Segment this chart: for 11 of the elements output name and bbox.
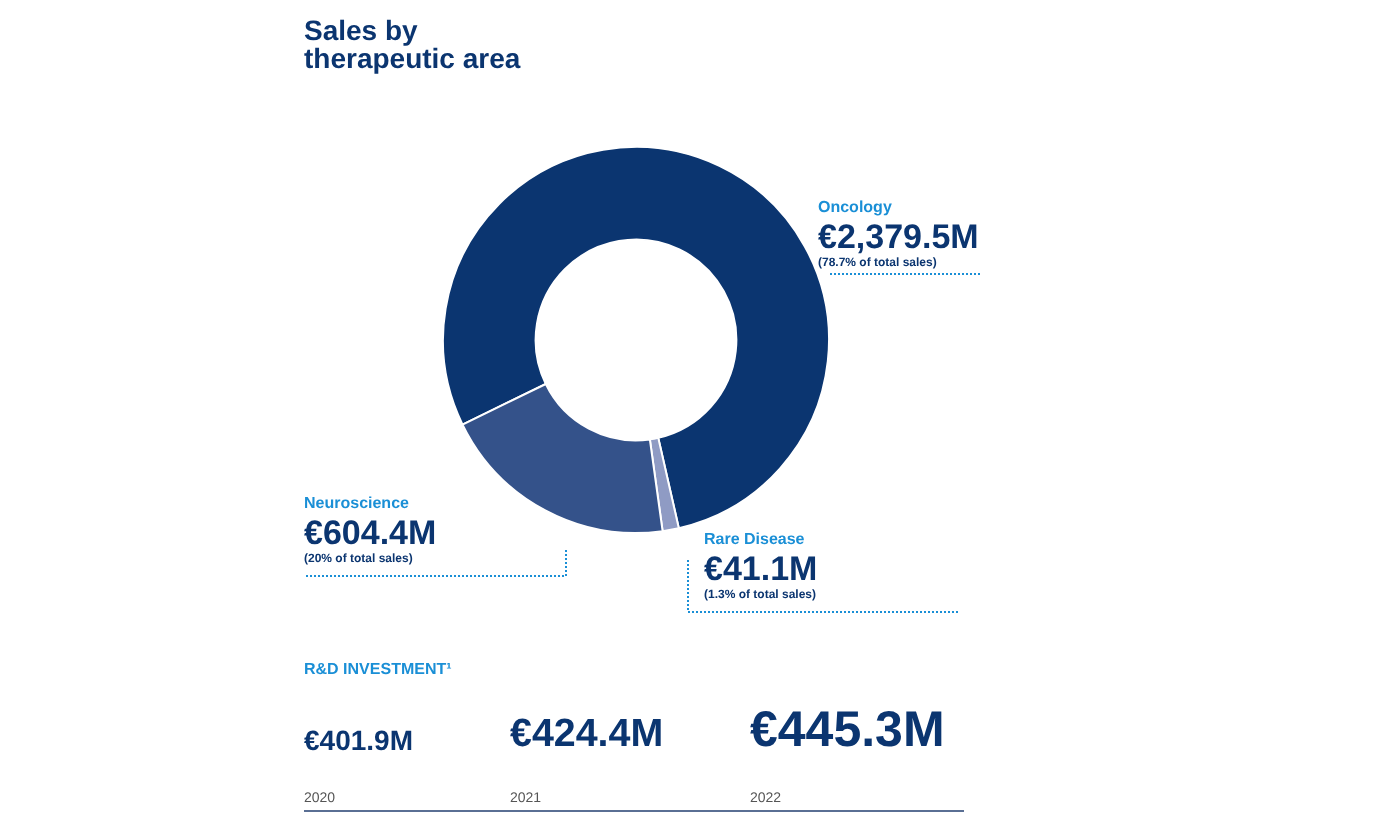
data-label: €401.9M [304,724,413,756]
data-label: €41.1M [704,550,818,588]
text: R&D INVESTMENT¹ [304,660,452,678]
slice-label: Oncology [818,198,893,216]
data-label: €424.4M [510,712,664,759]
slice-label: Neuroscience [304,494,411,512]
data-label: €2,379.5M [818,218,979,256]
data-label: €445.3M [750,702,945,760]
chart-title: Sales by therapeutic area [304,14,523,74]
data-label: €604.4M [304,514,437,552]
slice-label: Rare Disease [704,530,806,548]
